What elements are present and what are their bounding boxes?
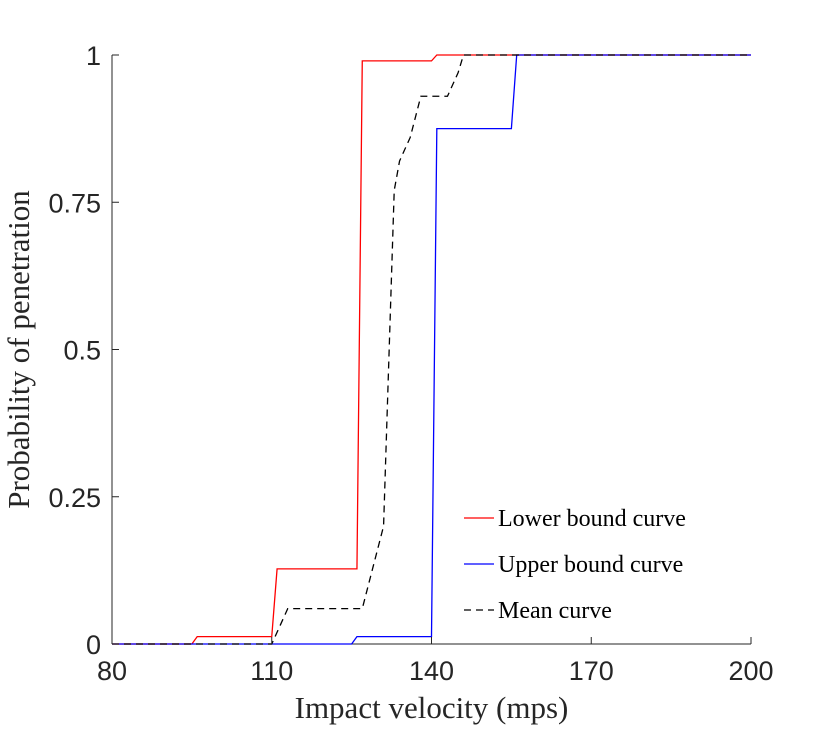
series-line-2 xyxy=(112,54,751,645)
legend: Lower bound curve Upper bound curve Mean c… xyxy=(464,506,686,624)
series-line-3 xyxy=(112,54,751,645)
y-tick-label: 0.5 xyxy=(63,336,101,366)
y-tick-label: 0.75 xyxy=(48,188,101,218)
x-tick-label: 80 xyxy=(97,656,127,686)
x-tick-label: 200 xyxy=(728,656,773,686)
x-tick-label: 170 xyxy=(569,656,614,686)
x-tick-label: 110 xyxy=(250,656,293,686)
x-axis-label: Impact velocity (mps) xyxy=(295,690,569,725)
x-tick-label: 140 xyxy=(409,656,454,686)
y-tick-label: 0.25 xyxy=(48,483,101,513)
legend-label: Mean curve xyxy=(498,598,612,624)
ticks: 80 110 140 170 200 0 0.25 0.5 0.75 1 xyxy=(48,41,773,686)
y-tick-label: 1 xyxy=(86,41,101,71)
y-tick-label: 0 xyxy=(86,630,101,660)
series-layer xyxy=(112,54,751,645)
y-axis-label: Probability of penetration xyxy=(1,190,36,509)
legend-label: Lower bound curve xyxy=(498,506,686,532)
legend-label: Upper bound curve xyxy=(498,552,683,578)
series-line-1 xyxy=(112,54,751,645)
